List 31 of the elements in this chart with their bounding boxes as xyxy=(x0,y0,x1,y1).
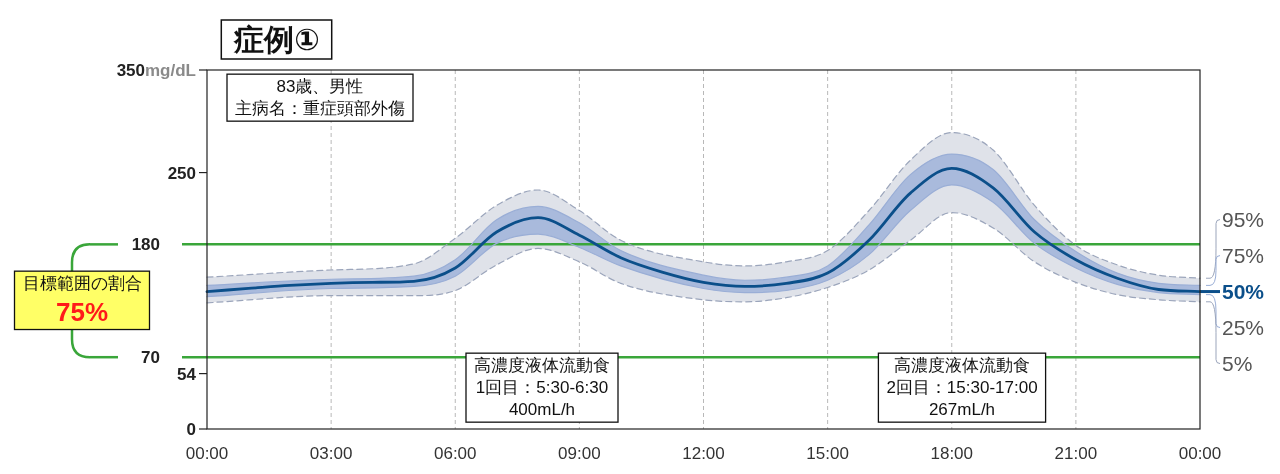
x-tick-label: 21:00 xyxy=(1054,444,1098,463)
x-tick-label: 12:00 xyxy=(682,444,725,463)
series-label: 25% xyxy=(1222,315,1265,339)
annotation: 高濃度液体流動食 xyxy=(474,356,610,376)
annotation: 高濃度液体流動食 xyxy=(894,356,1030,376)
ref-line-label: 70 xyxy=(141,348,160,368)
text: 75% xyxy=(55,296,109,327)
x-tick-label: 03:00 xyxy=(309,444,353,463)
x-tick-label: 18:00 xyxy=(930,444,974,463)
chart-title: 症例① xyxy=(233,23,320,56)
series-label: 75% xyxy=(1222,243,1265,267)
text: 目標範囲の割合 xyxy=(22,274,142,294)
x-tick-label: 00:00 xyxy=(1178,444,1222,463)
text: 95% xyxy=(1222,207,1265,231)
annotation: 400mL/h xyxy=(508,400,576,420)
x-tick-label: 09:00 xyxy=(558,444,601,463)
text: 5% xyxy=(1222,351,1253,375)
legend-label: 50% xyxy=(1222,279,1265,303)
annotation: 1回目：5:30-6:30 xyxy=(475,378,609,398)
annotation: 83歳、男性 xyxy=(276,77,364,97)
ref-line-label: 180 xyxy=(131,235,160,255)
y-tick-label: 350mg/dL xyxy=(116,61,196,80)
y-tick-label: 54 xyxy=(177,364,197,384)
y-tick-label: 0 xyxy=(186,420,196,439)
annotation: 267mL/h xyxy=(928,400,996,420)
annotation: 2回目：15:30-17:00 xyxy=(886,378,1038,398)
annotation: 主病名：重症頭部外傷 xyxy=(235,99,405,119)
y-tick-label: 250 xyxy=(167,163,196,183)
x-tick-label: 00:00 xyxy=(185,444,229,463)
x-tick-label: 15:00 xyxy=(806,444,849,463)
x-tick-label: 06:00 xyxy=(433,444,477,463)
